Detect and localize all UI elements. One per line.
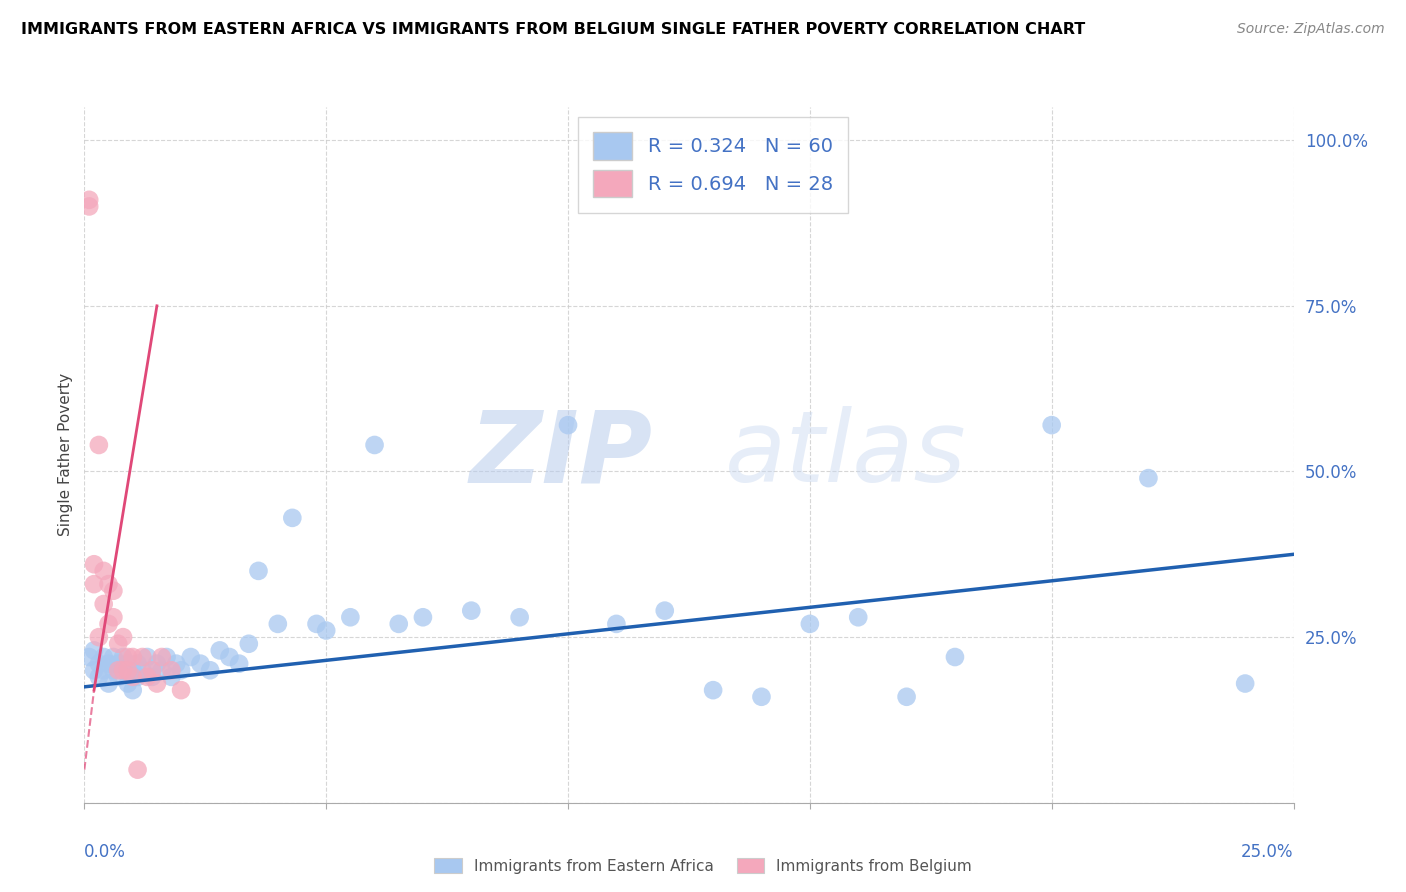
Point — [83, 558, 105, 572]
Point — [846, 610, 869, 624]
Point — [146, 657, 169, 671]
Point — [150, 650, 173, 665]
Point — [557, 418, 579, 433]
Point — [799, 616, 821, 631]
Point — [155, 650, 177, 665]
Point — [107, 657, 129, 671]
Point — [170, 683, 193, 698]
Point — [117, 657, 139, 671]
Point — [180, 650, 202, 665]
Point — [228, 657, 250, 671]
Point — [83, 643, 105, 657]
Point — [112, 663, 135, 677]
Point — [77, 650, 100, 665]
Point — [93, 663, 115, 677]
Point — [218, 650, 240, 665]
Text: IMMIGRANTS FROM EASTERN AFRICA VS IMMIGRANTS FROM BELGIUM SINGLE FATHER POVERTY : IMMIGRANTS FROM EASTERN AFRICA VS IMMIGR… — [21, 22, 1085, 37]
Point — [141, 670, 163, 684]
Point — [121, 650, 143, 665]
Point — [97, 616, 120, 631]
Text: atlas: atlas — [725, 407, 967, 503]
Point — [127, 670, 149, 684]
Point — [97, 676, 120, 690]
Point — [141, 663, 163, 677]
Point — [87, 438, 110, 452]
Point — [388, 616, 411, 631]
Point — [267, 616, 290, 631]
Point — [460, 604, 482, 618]
Point — [121, 663, 143, 677]
Point — [136, 650, 159, 665]
Point — [83, 663, 105, 677]
Point — [103, 663, 125, 677]
Point — [605, 616, 627, 631]
Point — [103, 583, 125, 598]
Point — [112, 650, 135, 665]
Point — [1040, 418, 1063, 433]
Point — [87, 630, 110, 644]
Text: ZIP: ZIP — [470, 407, 652, 503]
Point — [654, 604, 676, 618]
Point — [97, 657, 120, 671]
Point — [160, 670, 183, 684]
Point — [87, 657, 110, 671]
Point — [77, 199, 100, 213]
Point — [107, 663, 129, 677]
Point — [131, 650, 153, 665]
Point — [170, 663, 193, 677]
Text: 0.0%: 0.0% — [84, 843, 127, 861]
Text: 25.0%: 25.0% — [1241, 843, 1294, 861]
Point — [208, 643, 231, 657]
Point — [117, 650, 139, 665]
Point — [127, 763, 149, 777]
Point — [751, 690, 773, 704]
Point — [93, 564, 115, 578]
Point — [87, 670, 110, 684]
Point — [190, 657, 212, 671]
Point — [77, 193, 100, 207]
Legend: Immigrants from Eastern Africa, Immigrants from Belgium: Immigrants from Eastern Africa, Immigran… — [427, 852, 979, 880]
Point — [896, 690, 918, 704]
Point — [702, 683, 724, 698]
Point — [509, 610, 531, 624]
Point — [339, 610, 361, 624]
Point — [127, 657, 149, 671]
Point — [112, 630, 135, 644]
Point — [305, 616, 328, 631]
Point — [136, 670, 159, 684]
Point — [315, 624, 337, 638]
Point — [131, 663, 153, 677]
Point — [238, 637, 260, 651]
Point — [107, 670, 129, 684]
Point — [121, 670, 143, 684]
Legend: R = 0.324   N = 60, R = 0.694   N = 28: R = 0.324 N = 60, R = 0.694 N = 28 — [578, 117, 848, 212]
Point — [165, 657, 187, 671]
Point — [412, 610, 434, 624]
Point — [198, 663, 221, 677]
Point — [112, 663, 135, 677]
Point — [93, 597, 115, 611]
Point — [103, 610, 125, 624]
Point — [281, 511, 304, 525]
Point — [1234, 676, 1257, 690]
Text: Source: ZipAtlas.com: Source: ZipAtlas.com — [1237, 22, 1385, 37]
Point — [121, 683, 143, 698]
Y-axis label: Single Father Poverty: Single Father Poverty — [58, 374, 73, 536]
Point — [83, 577, 105, 591]
Point — [160, 663, 183, 677]
Point — [1137, 471, 1160, 485]
Point — [117, 663, 139, 677]
Point — [150, 663, 173, 677]
Point — [117, 676, 139, 690]
Point — [107, 637, 129, 651]
Point — [146, 676, 169, 690]
Point — [103, 650, 125, 665]
Point — [943, 650, 966, 665]
Point — [363, 438, 385, 452]
Point — [93, 650, 115, 665]
Point — [97, 577, 120, 591]
Point — [247, 564, 270, 578]
